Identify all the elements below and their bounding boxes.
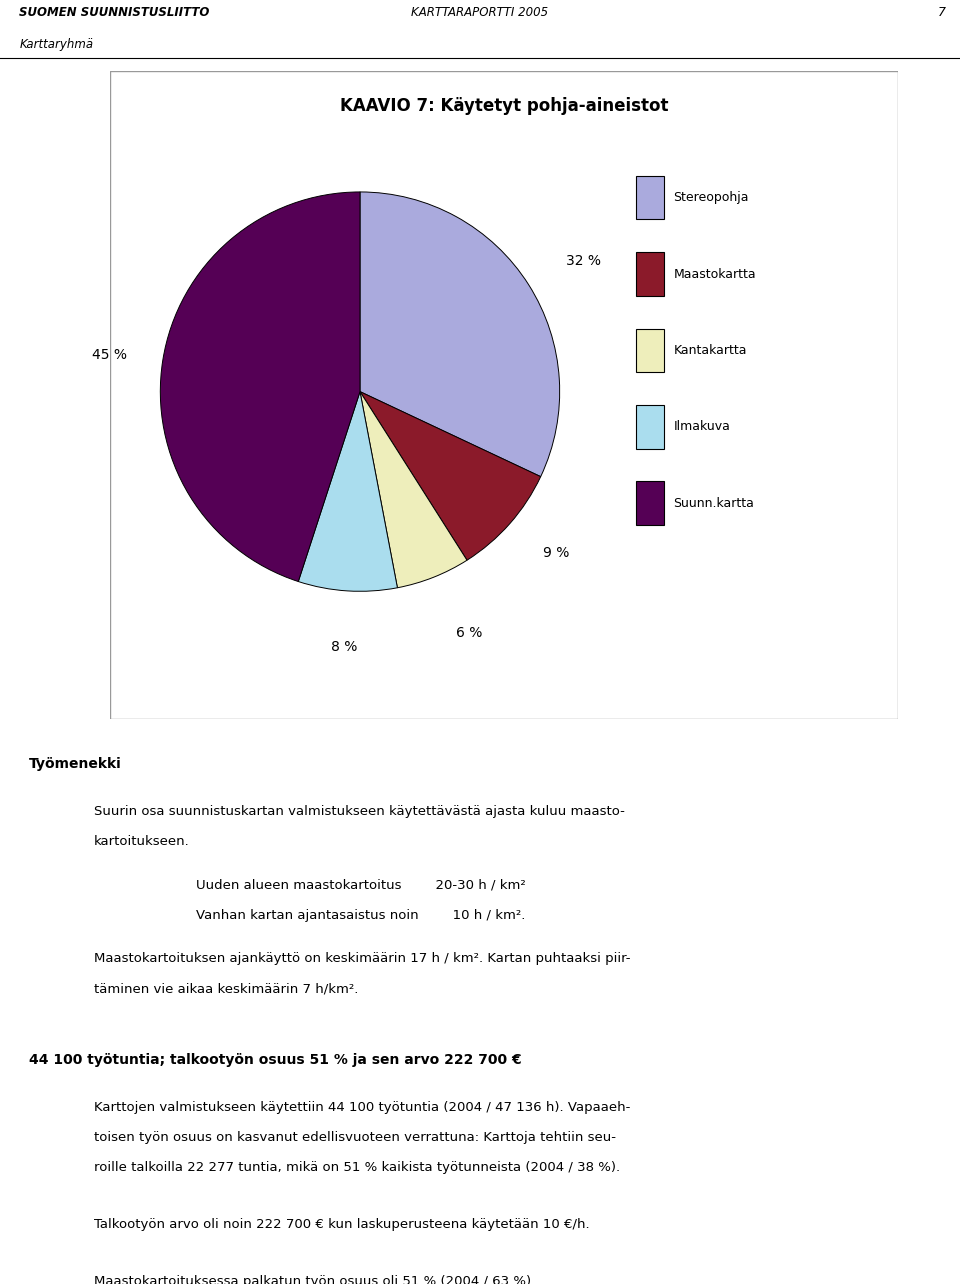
Text: kartoitukseen.: kartoitukseen.: [94, 835, 189, 847]
Wedge shape: [360, 392, 540, 560]
Text: KARTTARAPORTTI 2005: KARTTARAPORTTI 2005: [412, 6, 548, 19]
Text: KAAVIO 7: Käytetyt pohja-aineistot: KAAVIO 7: Käytetyt pohja-aineistot: [340, 96, 668, 114]
Text: Suunn.kartta: Suunn.kartta: [674, 497, 755, 510]
Text: Stereopohja: Stereopohja: [674, 191, 749, 204]
Text: Kantakartta: Kantakartta: [674, 344, 747, 357]
Text: 8 %: 8 %: [331, 639, 357, 654]
Text: 9 %: 9 %: [542, 546, 569, 560]
Bar: [636, 329, 664, 372]
Text: 44 100 työtuntia; talkootyön osuus 51 % ja sen arvo 222 700 €: 44 100 työtuntia; talkootyön osuus 51 % …: [29, 1053, 521, 1067]
Text: 32 %: 32 %: [565, 254, 601, 268]
Wedge shape: [299, 392, 397, 592]
Text: Talkootyön arvo oli noin 222 700 € kun laskuperusteena käytetään 10 €/h.: Talkootyön arvo oli noin 222 700 € kun l…: [94, 1219, 589, 1231]
Text: 45 %: 45 %: [92, 348, 128, 362]
Text: roille talkoilla 22 277 tuntia, mikä on 51 % kaikista työtunneista (2004 / 38 %): roille talkoilla 22 277 tuntia, mikä on …: [94, 1161, 620, 1174]
FancyBboxPatch shape: [110, 71, 898, 719]
Text: Vanhan kartan ajantasaistus noin        10 h / km².: Vanhan kartan ajantasaistus noin 10 h / …: [196, 909, 525, 922]
Text: Työmenekki: Työmenekki: [29, 758, 121, 772]
Bar: [636, 404, 664, 448]
Text: Maastokartta: Maastokartta: [674, 267, 756, 280]
Text: SUOMEN SUUNNISTUSLIITTO: SUOMEN SUUNNISTUSLIITTO: [19, 6, 209, 19]
Text: 7: 7: [938, 6, 946, 19]
Text: toisen työn osuus on kasvanut edellisvuoteen verrattuna: Karttoja tehtiin seu-: toisen työn osuus on kasvanut edellisvuo…: [94, 1131, 615, 1144]
Text: Maastokartoituksessa palkatun työn osuus oli 51 % (2004 / 63 %).: Maastokartoituksessa palkatun työn osuus…: [94, 1275, 535, 1284]
Bar: [636, 482, 664, 525]
Wedge shape: [360, 191, 560, 476]
Text: Uuden alueen maastokartoitus        20-30 h / km²: Uuden alueen maastokartoitus 20-30 h / k…: [196, 878, 526, 891]
Bar: [636, 252, 664, 295]
Wedge shape: [360, 392, 467, 588]
Text: Karttaryhmä: Karttaryhmä: [19, 37, 93, 50]
Text: 6 %: 6 %: [456, 627, 482, 639]
Text: Karttojen valmistukseen käytettiin 44 100 työtuntia (2004 / 47 136 h). Vapaaeh-: Karttojen valmistukseen käytettiin 44 10…: [94, 1100, 630, 1113]
Text: Ilmakuva: Ilmakuva: [674, 420, 731, 433]
Wedge shape: [160, 191, 360, 582]
Text: Maastokartoituksen ajankäyttö on keskimäärin 17 h / km². Kartan puhtaaksi piir-: Maastokartoituksen ajankäyttö on keskimä…: [94, 953, 630, 966]
Text: täminen vie aikaa keskimäärin 7 h/km².: täminen vie aikaa keskimäärin 7 h/km².: [94, 982, 358, 995]
Text: Suurin osa suunnistuskartan valmistukseen käytettävästä ajasta kuluu maasto-: Suurin osa suunnistuskartan valmistuksee…: [94, 805, 625, 818]
Bar: [636, 176, 664, 220]
